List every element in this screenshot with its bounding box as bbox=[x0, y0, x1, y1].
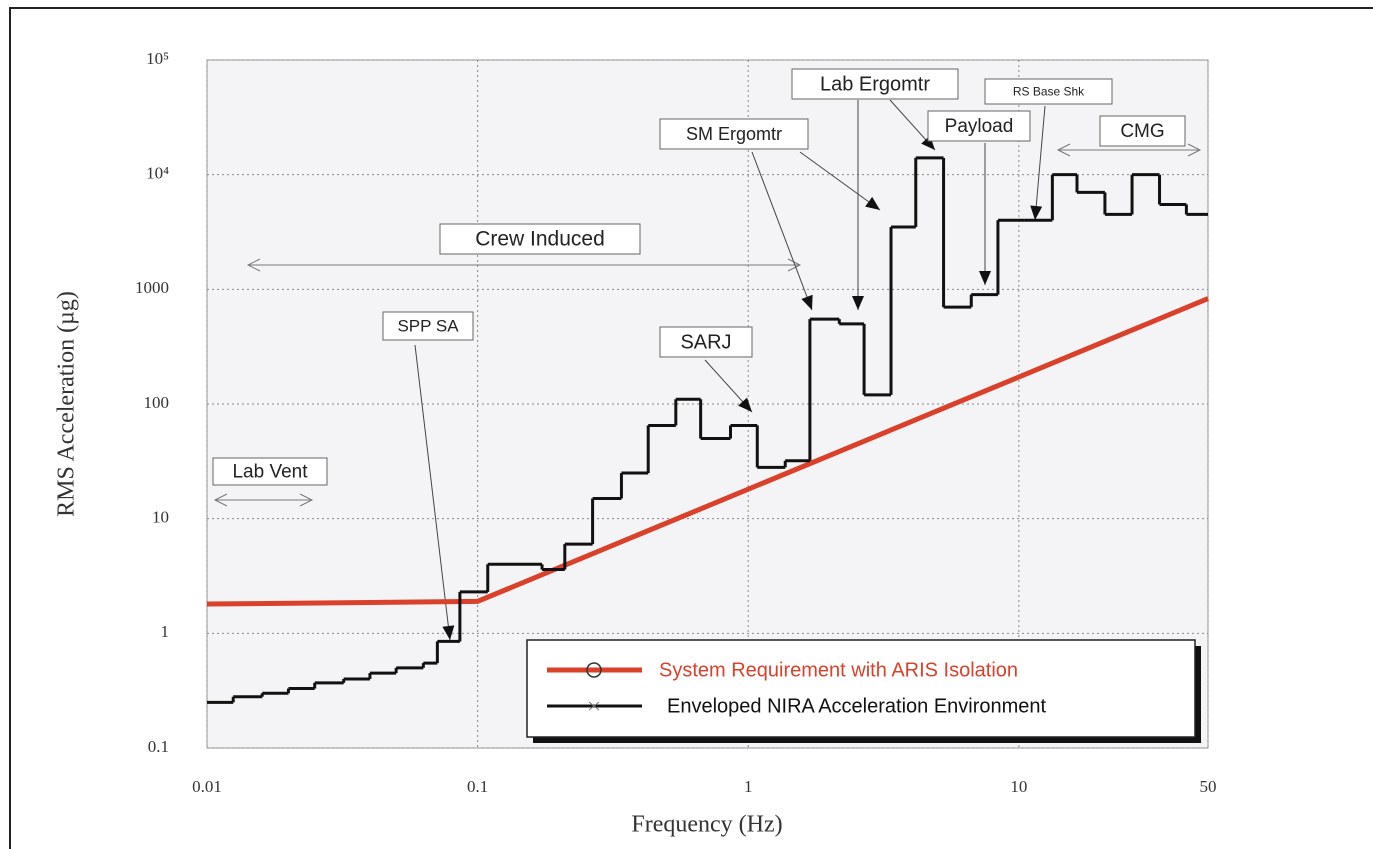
arrow-head bbox=[865, 196, 880, 210]
legend-label: Enveloped NIRA Acceleration Environment bbox=[667, 695, 1047, 717]
y-tick-label: 100 bbox=[144, 393, 170, 412]
x-tick-label: 0.01 bbox=[192, 777, 222, 796]
arrow bbox=[751, 151, 813, 311]
annotation-box bbox=[439, 223, 641, 255]
arrow-head bbox=[1030, 205, 1043, 220]
series-line bbox=[206, 296, 1209, 607]
annotation: Lab Ergomtr bbox=[820, 73, 930, 95]
annotation-box bbox=[984, 78, 1113, 105]
arrow-head bbox=[979, 271, 991, 285]
annotation-box bbox=[212, 457, 328, 486]
arrow-head bbox=[213, 493, 228, 507]
annotation: Crew Induced bbox=[475, 228, 605, 251]
arrow bbox=[1034, 105, 1046, 221]
arrow-head bbox=[787, 258, 802, 272]
arrow-head bbox=[246, 258, 261, 272]
arrow-head bbox=[801, 294, 813, 310]
y-axis-label: RMS Acceleration (µg) bbox=[54, 291, 80, 517]
legend bbox=[526, 639, 1196, 738]
legend-marker bbox=[588, 701, 600, 711]
arrow-head bbox=[299, 493, 314, 507]
annotation: SPP SA bbox=[397, 316, 459, 335]
annotation-box bbox=[659, 118, 809, 150]
y-tick-label: 10⁵ bbox=[146, 49, 169, 68]
arrow bbox=[414, 344, 451, 641]
y-tick-label: 10 bbox=[152, 508, 169, 527]
frame bbox=[9, 7, 1373, 849]
y-tick-label: 0.1 bbox=[148, 737, 169, 756]
annotation-box bbox=[927, 110, 1031, 142]
arrow bbox=[799, 151, 881, 211]
x-tick-label: 10 bbox=[1010, 777, 1027, 796]
arrow-head bbox=[442, 625, 455, 640]
annotation: SARJ bbox=[680, 331, 731, 353]
annotation-box bbox=[791, 68, 959, 100]
annotation: Lab Vent bbox=[232, 462, 308, 483]
x-tick-label: 0.1 bbox=[467, 777, 488, 796]
arrow-head bbox=[1056, 143, 1071, 157]
annotation: CMG bbox=[1120, 121, 1164, 142]
x-tick-label: 1 bbox=[744, 777, 753, 796]
annotation: RS Base Shk bbox=[1013, 85, 1085, 99]
annotation-box bbox=[382, 311, 474, 341]
annotation-box bbox=[1099, 115, 1186, 147]
annotation: SM Ergomtr bbox=[686, 124, 782, 144]
y-tick-label: 10⁴ bbox=[146, 164, 169, 183]
y-tick-label: 1000 bbox=[135, 278, 169, 297]
arrow-head bbox=[1187, 143, 1202, 157]
annotation: Payload bbox=[945, 116, 1014, 137]
annotation-box bbox=[659, 326, 753, 358]
legend-label: System Requirement with ARIS Isolation bbox=[659, 659, 1018, 681]
x-axis-label: Frequency (Hz) bbox=[631, 812, 782, 838]
y-tick-label: 1 bbox=[161, 622, 170, 641]
arrow-head bbox=[921, 135, 935, 150]
legend-marker bbox=[586, 662, 602, 678]
x-tick-label: 50 bbox=[1200, 777, 1217, 796]
arrow-head bbox=[738, 397, 752, 412]
arrow-head bbox=[852, 296, 864, 310]
